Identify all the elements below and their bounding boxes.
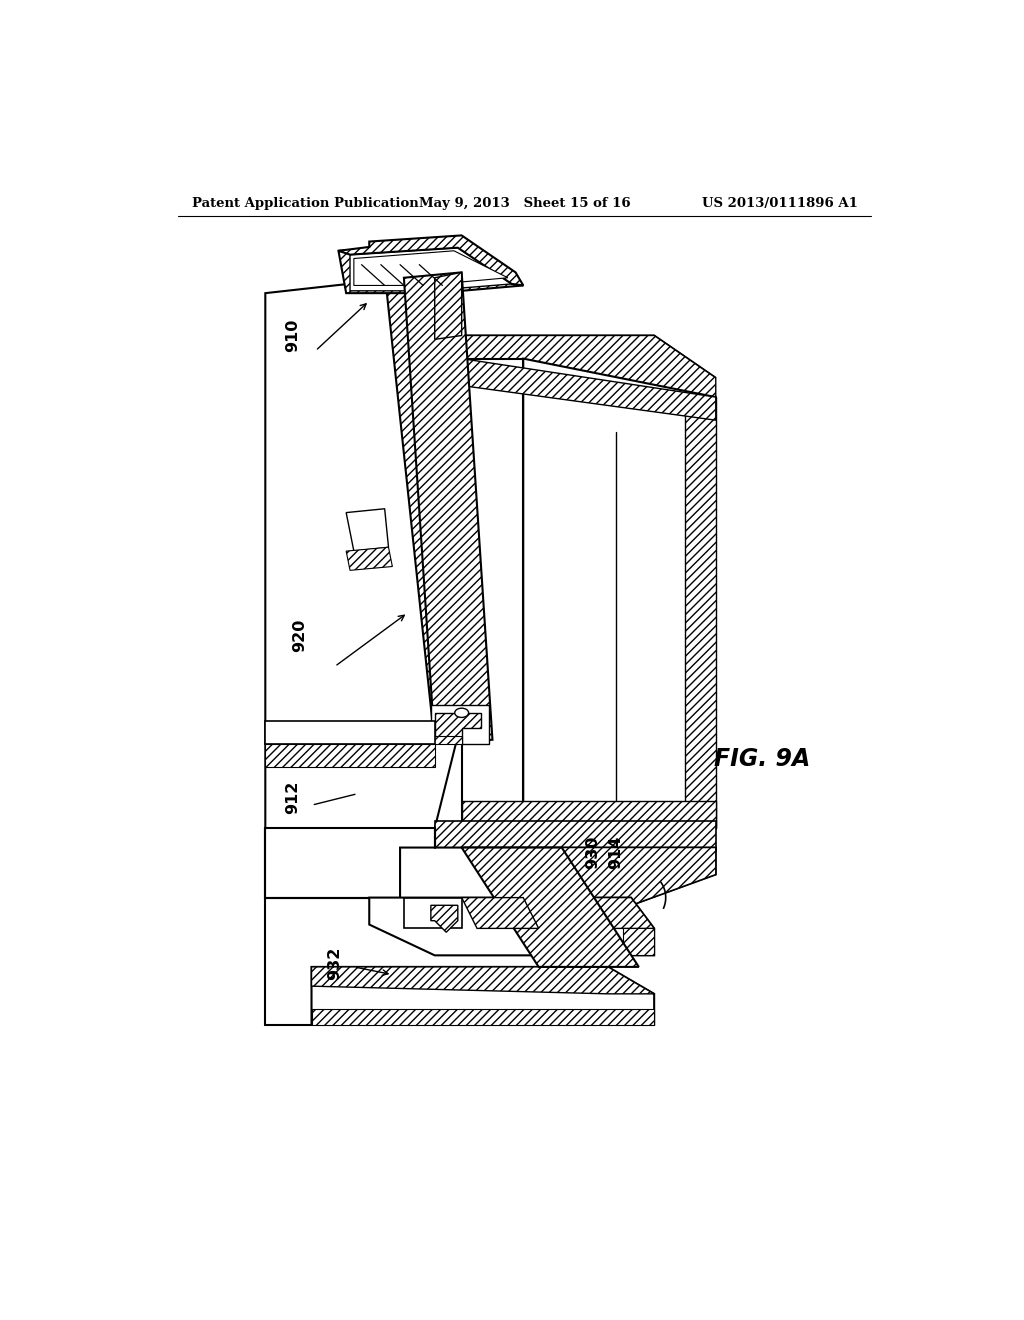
Polygon shape bbox=[431, 906, 458, 932]
Polygon shape bbox=[562, 847, 716, 906]
Polygon shape bbox=[339, 243, 523, 293]
Polygon shape bbox=[431, 737, 462, 743]
Polygon shape bbox=[350, 248, 512, 290]
Text: 920: 920 bbox=[293, 619, 307, 652]
Text: 910: 910 bbox=[285, 319, 300, 352]
Polygon shape bbox=[403, 272, 493, 743]
Polygon shape bbox=[265, 743, 435, 767]
Polygon shape bbox=[400, 847, 716, 906]
Ellipse shape bbox=[455, 708, 469, 718]
Polygon shape bbox=[508, 898, 654, 928]
Polygon shape bbox=[311, 966, 654, 994]
Polygon shape bbox=[311, 966, 654, 1024]
Polygon shape bbox=[346, 508, 388, 552]
Polygon shape bbox=[462, 801, 716, 829]
Polygon shape bbox=[462, 335, 716, 397]
Text: US 2013/0111896 A1: US 2013/0111896 A1 bbox=[701, 197, 857, 210]
Polygon shape bbox=[462, 335, 716, 378]
Polygon shape bbox=[462, 898, 539, 928]
Polygon shape bbox=[385, 272, 493, 743]
Polygon shape bbox=[403, 898, 462, 928]
Polygon shape bbox=[462, 359, 523, 829]
Text: 932: 932 bbox=[327, 946, 342, 979]
Polygon shape bbox=[435, 821, 716, 851]
Text: FIG. 9A: FIG. 9A bbox=[714, 747, 810, 771]
Polygon shape bbox=[435, 272, 462, 339]
Text: 912: 912 bbox=[285, 781, 300, 814]
Polygon shape bbox=[265, 721, 435, 743]
Text: May 9, 2013   Sheet 15 of 16: May 9, 2013 Sheet 15 of 16 bbox=[419, 197, 631, 210]
Polygon shape bbox=[265, 277, 462, 829]
Polygon shape bbox=[523, 359, 716, 829]
Polygon shape bbox=[354, 251, 508, 285]
Polygon shape bbox=[624, 928, 654, 956]
Polygon shape bbox=[685, 397, 716, 829]
Text: Patent Application Publication: Patent Application Publication bbox=[193, 197, 419, 210]
Polygon shape bbox=[370, 898, 654, 956]
Text: 930: 930 bbox=[585, 836, 600, 870]
Polygon shape bbox=[311, 1010, 654, 1024]
Polygon shape bbox=[462, 359, 716, 420]
Polygon shape bbox=[462, 847, 639, 966]
Polygon shape bbox=[431, 705, 488, 743]
Polygon shape bbox=[339, 235, 523, 285]
Polygon shape bbox=[265, 829, 435, 898]
Polygon shape bbox=[346, 548, 392, 570]
Text: 914: 914 bbox=[608, 836, 624, 870]
